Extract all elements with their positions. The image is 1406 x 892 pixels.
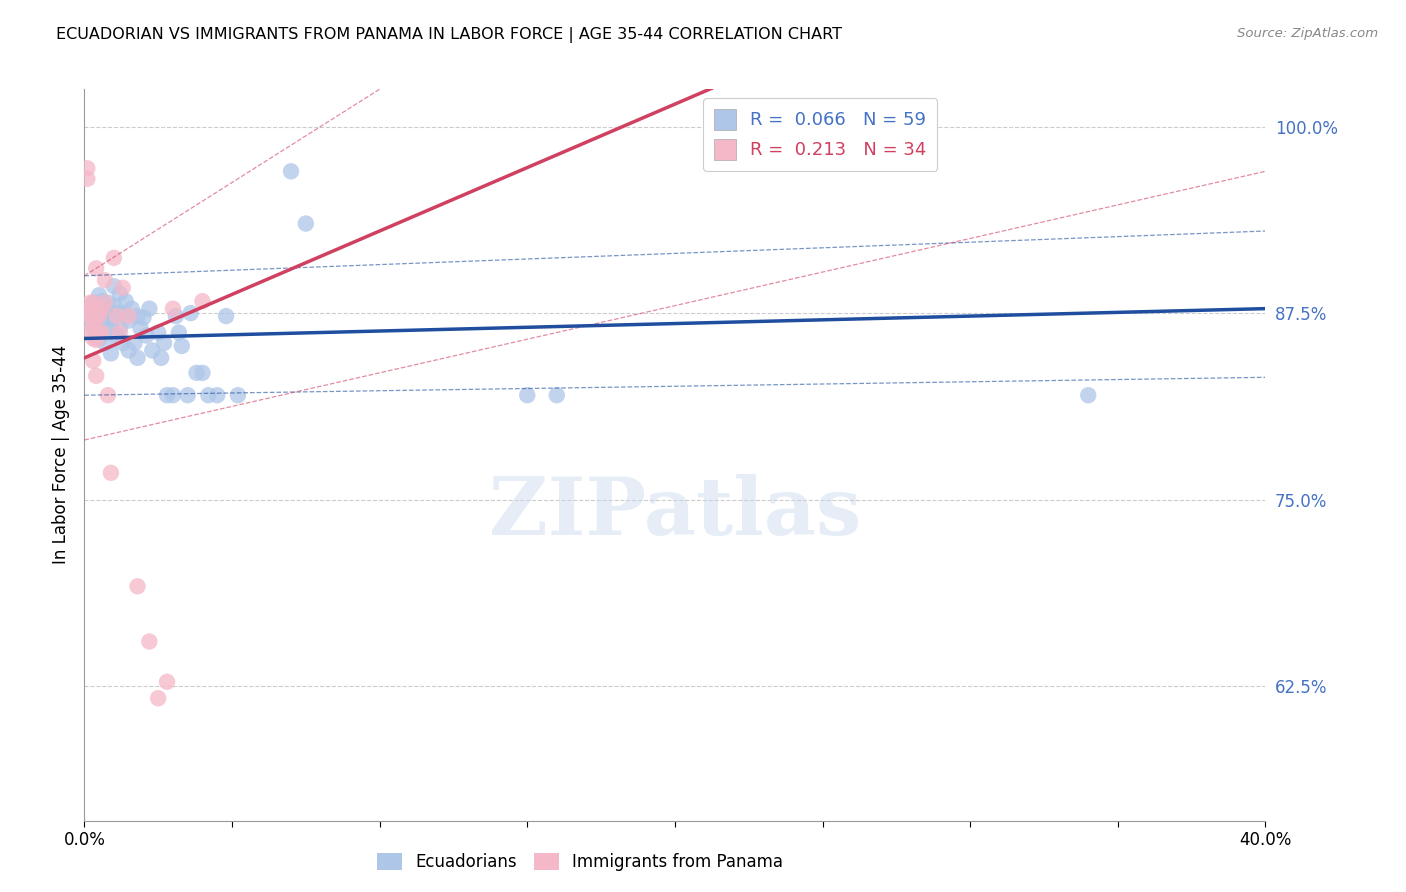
- Y-axis label: In Labor Force | Age 35-44: In Labor Force | Age 35-44: [52, 345, 70, 565]
- Point: [516, 388, 538, 402]
- Point: [167, 326, 190, 340]
- Point: [280, 164, 302, 178]
- Point: [87, 331, 111, 345]
- Point: [103, 251, 125, 265]
- Point: [215, 309, 238, 323]
- Point: [108, 321, 131, 335]
- Point: [162, 301, 184, 316]
- Point: [91, 301, 114, 316]
- Point: [121, 301, 143, 316]
- Point: [153, 335, 176, 350]
- Point: [295, 217, 318, 231]
- Point: [100, 466, 122, 480]
- Point: [94, 335, 117, 350]
- Point: [148, 691, 170, 706]
- Point: [165, 309, 187, 323]
- Point: [114, 294, 136, 309]
- Point: [97, 295, 120, 310]
- Point: [76, 171, 98, 186]
- Point: [127, 351, 149, 365]
- Point: [156, 674, 179, 689]
- Point: [87, 309, 111, 323]
- Point: [105, 309, 128, 323]
- Point: [108, 326, 131, 340]
- Point: [186, 366, 208, 380]
- Point: [82, 295, 104, 310]
- Point: [111, 335, 134, 350]
- Point: [135, 328, 157, 343]
- Point: [94, 303, 117, 318]
- Point: [191, 366, 214, 380]
- Point: [103, 299, 125, 313]
- Point: [84, 309, 107, 323]
- Point: [226, 388, 249, 402]
- Point: [84, 368, 107, 383]
- Point: [76, 161, 98, 176]
- Point: [111, 281, 134, 295]
- Point: [180, 306, 202, 320]
- Point: [124, 335, 146, 350]
- Point: [87, 326, 111, 340]
- Point: [87, 306, 111, 320]
- Point: [162, 388, 184, 402]
- Point: [546, 388, 568, 402]
- Point: [118, 309, 141, 323]
- Point: [94, 317, 117, 331]
- Point: [94, 273, 117, 287]
- Point: [82, 318, 104, 332]
- Point: [191, 294, 214, 309]
- Point: [1077, 388, 1099, 402]
- Point: [111, 306, 134, 320]
- Text: ECUADORIAN VS IMMIGRANTS FROM PANAMA IN LABOR FORCE | AGE 35-44 CORRELATION CHAR: ECUADORIAN VS IMMIGRANTS FROM PANAMA IN …: [56, 27, 842, 43]
- Point: [118, 343, 141, 358]
- Point: [91, 326, 114, 340]
- Point: [76, 306, 98, 320]
- Point: [79, 295, 101, 310]
- Point: [82, 354, 104, 368]
- Point: [105, 306, 128, 320]
- Point: [84, 261, 107, 276]
- Point: [127, 579, 149, 593]
- Point: [91, 294, 114, 309]
- Point: [129, 321, 152, 335]
- Point: [108, 286, 131, 301]
- Point: [97, 388, 120, 402]
- Point: [138, 634, 160, 648]
- Point: [127, 309, 149, 323]
- Text: ZIPatlas: ZIPatlas: [489, 475, 860, 552]
- Text: Source: ZipAtlas.com: Source: ZipAtlas.com: [1237, 27, 1378, 40]
- Point: [141, 343, 163, 358]
- Point: [82, 295, 104, 310]
- Point: [197, 388, 219, 402]
- Point: [148, 326, 170, 340]
- Point: [205, 388, 228, 402]
- Point: [79, 301, 101, 316]
- Legend: Ecuadorians, Immigrants from Panama: Ecuadorians, Immigrants from Panama: [371, 847, 790, 878]
- Point: [138, 301, 160, 316]
- Point: [132, 310, 155, 325]
- Point: [82, 321, 104, 335]
- Point: [84, 301, 107, 316]
- Point: [100, 321, 122, 335]
- Point: [118, 313, 141, 327]
- Point: [103, 279, 125, 293]
- Point: [82, 331, 104, 345]
- Point: [79, 324, 101, 338]
- Point: [91, 324, 114, 338]
- Point: [94, 295, 117, 310]
- Point: [79, 309, 101, 323]
- Point: [177, 388, 200, 402]
- Point: [91, 310, 114, 325]
- Point: [105, 328, 128, 343]
- Point: [150, 351, 173, 365]
- Point: [84, 333, 107, 347]
- Point: [170, 339, 193, 353]
- Point: [156, 388, 179, 402]
- Point: [87, 288, 111, 302]
- Point: [84, 326, 107, 340]
- Point: [100, 346, 122, 360]
- Point: [79, 313, 101, 327]
- Point: [97, 310, 120, 325]
